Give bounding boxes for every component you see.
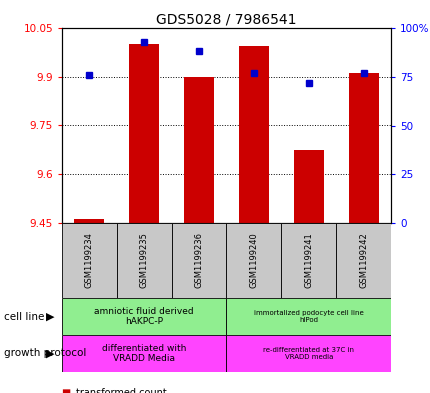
- FancyBboxPatch shape: [335, 223, 390, 298]
- Bar: [74, 219, 104, 223]
- Text: growth protocol: growth protocol: [4, 349, 86, 358]
- FancyBboxPatch shape: [226, 223, 281, 298]
- FancyBboxPatch shape: [226, 335, 390, 372]
- FancyBboxPatch shape: [226, 298, 390, 335]
- Text: GSM1199234: GSM1199234: [85, 233, 94, 288]
- Text: GSM1199241: GSM1199241: [304, 233, 313, 288]
- Bar: [348, 73, 378, 223]
- Text: GSM1199242: GSM1199242: [358, 233, 367, 288]
- Text: GSM1199235: GSM1199235: [139, 233, 148, 288]
- FancyBboxPatch shape: [171, 223, 226, 298]
- FancyBboxPatch shape: [62, 223, 117, 298]
- FancyBboxPatch shape: [62, 298, 226, 335]
- Bar: [293, 150, 323, 223]
- Text: immortalized podocyte cell line
hIPod: immortalized podocyte cell line hIPod: [253, 310, 363, 323]
- FancyBboxPatch shape: [117, 223, 171, 298]
- FancyBboxPatch shape: [281, 223, 335, 298]
- Text: transformed count: transformed count: [76, 388, 166, 393]
- Title: GDS5028 / 7986541: GDS5028 / 7986541: [156, 13, 296, 27]
- Text: ▶: ▶: [46, 349, 54, 358]
- Text: ▶: ▶: [46, 312, 54, 321]
- Text: re-differentiated at 37C in
VRADD media: re-differentiated at 37C in VRADD media: [263, 347, 353, 360]
- Text: GSM1199240: GSM1199240: [249, 233, 258, 288]
- Bar: [238, 46, 268, 223]
- FancyBboxPatch shape: [62, 335, 226, 372]
- Text: differentiated with
VRADD Media: differentiated with VRADD Media: [102, 344, 186, 363]
- Text: ■: ■: [62, 388, 74, 393]
- Text: GSM1199236: GSM1199236: [194, 233, 203, 288]
- Text: cell line: cell line: [4, 312, 45, 321]
- Text: amniotic fluid derived
hAKPC-P: amniotic fluid derived hAKPC-P: [94, 307, 194, 326]
- Bar: [129, 44, 159, 223]
- Bar: [184, 77, 214, 223]
